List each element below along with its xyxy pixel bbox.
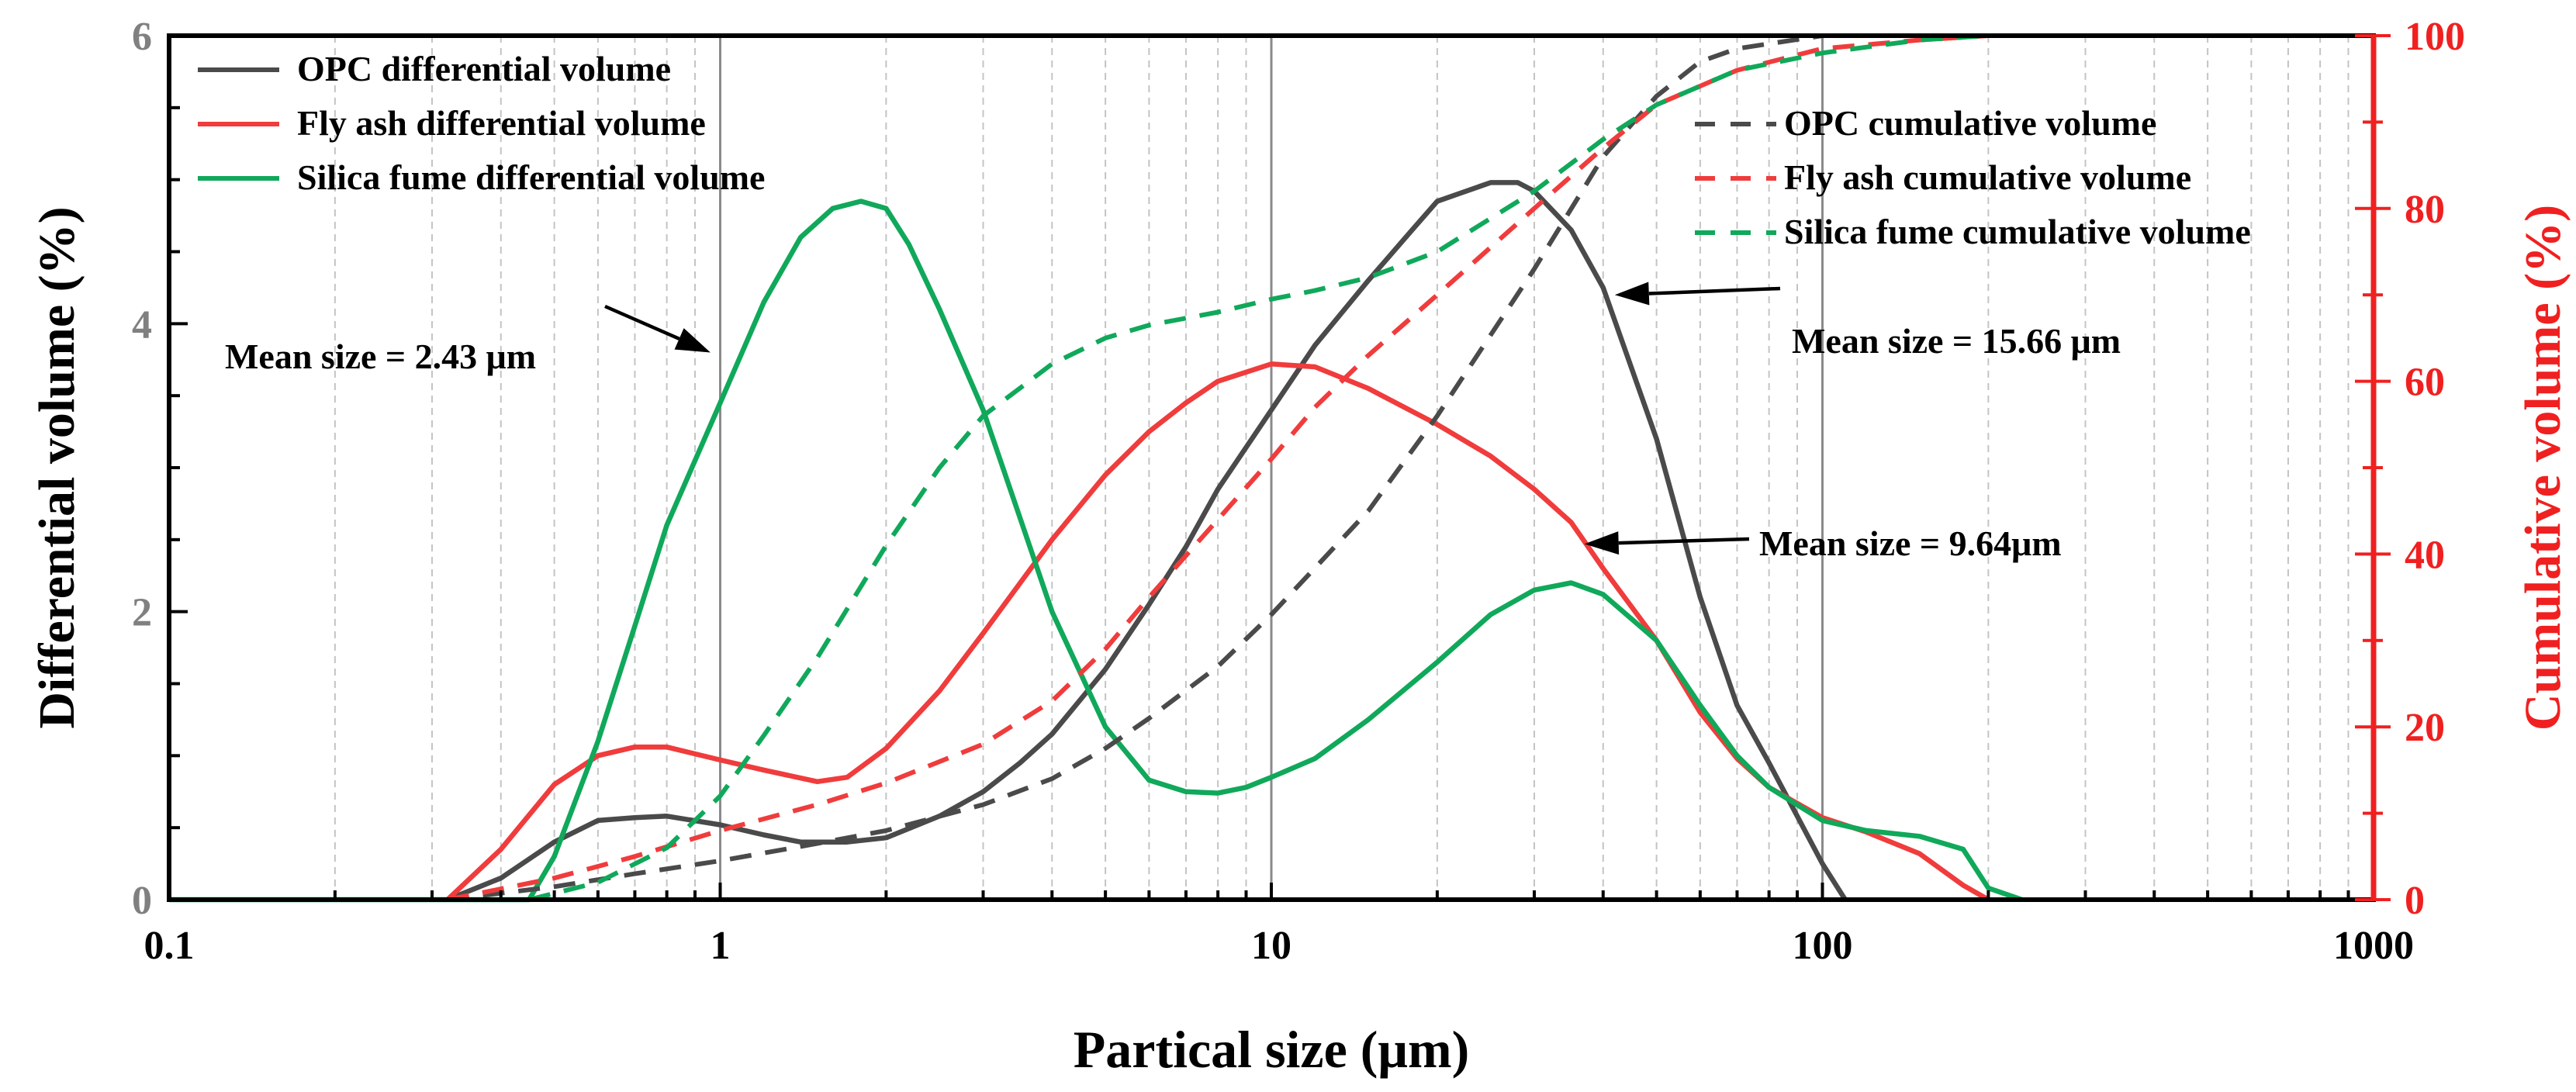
x-tick-label: 1 — [711, 924, 731, 968]
y-left-tick-label: 2 — [132, 591, 152, 635]
legend-label-opc-cum: OPC cumulative volume — [1784, 103, 2156, 143]
x-tick-label: 0.1 — [144, 924, 195, 968]
y-axis-left-title: Differential volume (%) — [29, 206, 85, 728]
legend-label-silica-diff: Silica fume differential volume — [297, 157, 765, 197]
annotation-silica-mean: Mean size = 2.43 μm — [225, 337, 536, 376]
y-right-tick-label: 60 — [2405, 361, 2445, 405]
annotation-arrow-line — [604, 304, 680, 340]
x-tick-label: 1000 — [2333, 924, 2414, 968]
series-line-opc-cumulative-volume — [447, 33, 1823, 902]
series-line-opc-differential-volume — [446, 180, 1848, 903]
y-right-tick-label: 80 — [2405, 188, 2445, 232]
y-right-tick-label: 0 — [2405, 879, 2425, 923]
annotation-arrow-line — [1618, 537, 1750, 545]
y-left-tick-label: 0 — [132, 879, 152, 923]
legend-label-silica-cum: Silica fume cumulative volume — [1784, 212, 2251, 251]
y-axis-right-title: Cumulative volume (%) — [2515, 205, 2571, 731]
annotation-opc-mean: Mean size = 15.66 μm — [1792, 321, 2121, 361]
series-line-silica-fume-differential-volume — [169, 199, 2023, 903]
y-left-tick-label: 6 — [132, 15, 152, 59]
y-left-tick-label: 4 — [132, 302, 152, 347]
x-axis-title: Partical size (μm) — [1074, 1020, 1470, 1079]
annotation-arrow-head — [1614, 282, 1650, 306]
data-series — [169, 33, 2023, 903]
annotation-arrow-line — [1648, 286, 1781, 295]
mean-size-annotations: Mean size = 2.43 μm Mean size = 15.66 μm… — [225, 282, 2121, 563]
legend-cumulative: OPC cumulative volume Fly ash cumulative… — [1695, 103, 2251, 251]
y-right-tick-label: 40 — [2405, 533, 2445, 577]
annotation-flyash-mean: Mean size = 9.64μm — [1759, 524, 2062, 563]
x-tick-label: 10 — [1251, 924, 1291, 968]
grid-lines — [334, 36, 2350, 900]
series-line-silica-fume-cumulative-volume — [528, 33, 1989, 902]
x-tick-label: 100 — [1793, 924, 1853, 968]
legend-label-opc-diff: OPC differential volume — [297, 49, 671, 88]
legend-differential: OPC differential volume Fly ash differen… — [198, 49, 765, 197]
legend-label-flyash-cum: Fly ash cumulative volume — [1784, 157, 2191, 197]
annotation-arrow-head — [674, 328, 711, 353]
annotation-arrow-head — [1584, 531, 1620, 555]
y-right-tick-label: 20 — [2405, 706, 2445, 750]
y-right-tick-label: 100 — [2405, 15, 2465, 59]
legend-label-flyash-diff: Fly ash differential volume — [297, 103, 706, 143]
